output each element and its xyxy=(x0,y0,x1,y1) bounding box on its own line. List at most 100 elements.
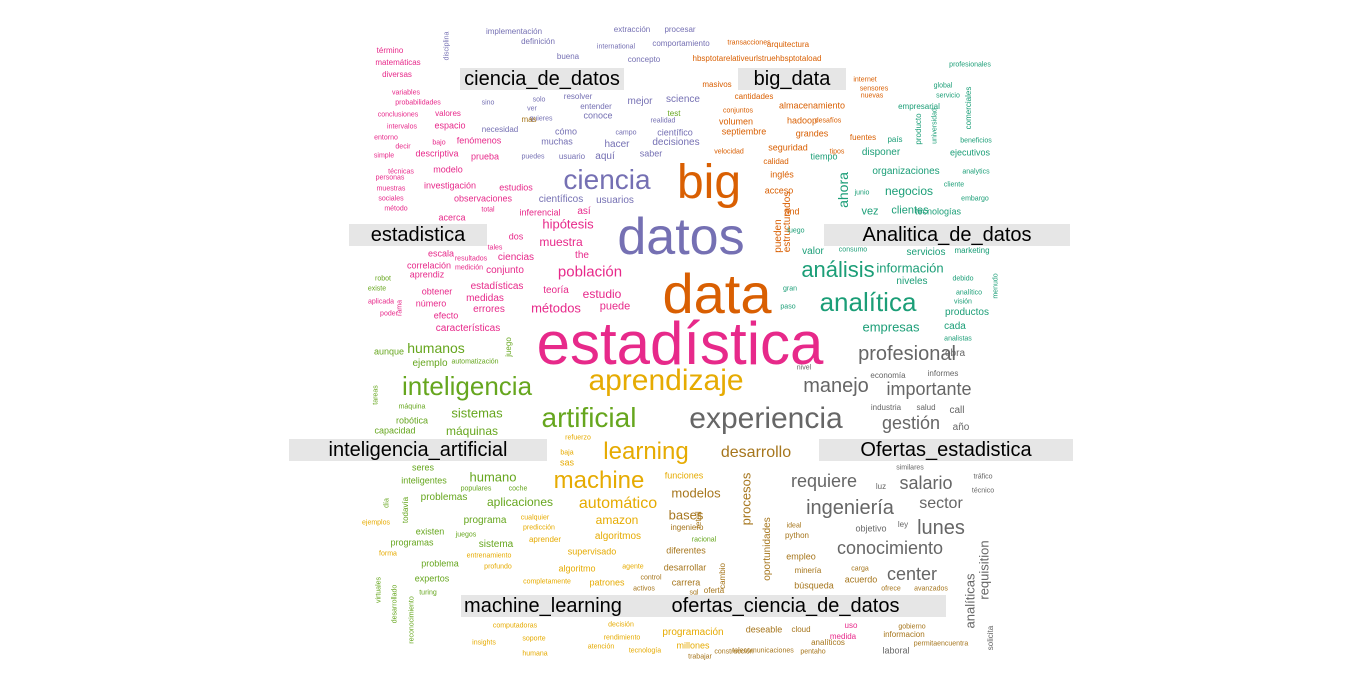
cloud-word: servicios xyxy=(906,247,946,258)
cloud-word: funciones xyxy=(664,470,704,481)
cloud-word: aplicaciones xyxy=(486,495,554,509)
cloud-word: virtuales xyxy=(375,576,383,604)
cloud-word: artificial xyxy=(541,402,637,433)
cloud-word: resultados xyxy=(454,255,488,263)
cloud-word: analytics xyxy=(962,168,990,176)
cloud-word: acceso xyxy=(764,185,794,196)
cloud-word: así xyxy=(577,206,591,217)
cloud-word: quieres xyxy=(529,115,553,123)
cloud-word: pueden xyxy=(773,219,784,253)
cloud-word: programación xyxy=(662,627,724,638)
cloud-word: objetivo xyxy=(855,523,887,534)
cloud-word: gran xyxy=(782,285,798,293)
cloud-word: uso xyxy=(844,621,858,630)
cloud-word: control xyxy=(640,574,662,582)
cloud-word: inteligencia xyxy=(401,371,533,401)
cloud-word: aprendizaje xyxy=(588,364,744,397)
cloud-word: extracción xyxy=(613,25,651,34)
cloud-word: hbsptotarelativeurlstruehbsptotaload xyxy=(692,54,822,63)
cloud-word: gobierno xyxy=(898,623,926,631)
cloud-word: reconocimiento xyxy=(408,596,416,644)
cloud-word: valores xyxy=(435,109,461,118)
cloud-word: organizaciones xyxy=(872,166,940,177)
cloud-word: negocios xyxy=(884,184,934,198)
cloud-word: ingeniero xyxy=(670,523,704,532)
cloud-word: muchas xyxy=(541,136,573,147)
cloud-word: global xyxy=(933,82,953,90)
cloud-word: programas xyxy=(390,537,434,548)
cloud-word: inteligentes xyxy=(401,475,447,486)
cluster-label: Ofertas_estadistica xyxy=(819,439,1073,461)
cloud-word: salud xyxy=(916,403,936,412)
cloud-word: usuario xyxy=(558,152,586,161)
cloud-word: probabilidades xyxy=(395,99,441,107)
cloud-word: comerciales xyxy=(964,86,973,130)
cloud-word: velocidad xyxy=(714,148,744,156)
cloud-word: calidad xyxy=(763,157,789,166)
cloud-word: sector xyxy=(919,495,963,512)
cloud-word: decisiones xyxy=(652,137,700,148)
cloud-word: solicita xyxy=(986,625,995,651)
cloud-word: millones xyxy=(676,640,710,651)
cloud-word: saber xyxy=(639,148,663,159)
cloud-word: and xyxy=(784,206,800,217)
cloud-word: hacer xyxy=(604,139,630,150)
cloud-word: profesionales xyxy=(949,61,991,69)
cloud-word: técnicas xyxy=(388,168,414,176)
cloud-word: center xyxy=(886,564,938,584)
cloud-word: analítica xyxy=(819,287,917,317)
cloud-word: ciencia xyxy=(563,164,651,195)
cloud-word: informes xyxy=(927,369,959,378)
cloud-word: volumen xyxy=(718,116,754,127)
cloud-word: hipótesis xyxy=(542,216,594,232)
cloud-word: profesional xyxy=(858,343,956,365)
cloud-word: international xyxy=(596,43,636,51)
cloud-word: completamente xyxy=(523,578,571,586)
cloud-word: humano xyxy=(469,469,517,485)
cloud-word: carga xyxy=(851,565,869,573)
cloud-word: conjunto xyxy=(486,265,524,276)
cloud-word: ejemplos xyxy=(361,519,391,527)
cloud-word: poder xyxy=(380,310,398,318)
cloud-word: acerca xyxy=(438,212,466,223)
cloud-word: efecto xyxy=(433,310,459,321)
cloud-word: debido xyxy=(952,275,974,283)
cloud-word: cualquier xyxy=(520,514,550,522)
cloud-word: ingeniería xyxy=(806,497,894,519)
cloud-word: aquí xyxy=(595,151,615,162)
cluster-label: big_data xyxy=(738,68,846,90)
cloud-word: aprender xyxy=(528,535,562,544)
cloud-word: puede xyxy=(599,300,631,313)
cloud-word: tareas xyxy=(372,385,380,405)
cloud-word: procesos xyxy=(738,472,754,526)
cloud-word: atención xyxy=(587,643,615,651)
cloud-word: mas xyxy=(521,115,537,124)
cloud-word: valor xyxy=(802,246,824,257)
cloud-word: usuarios xyxy=(596,195,634,206)
cloud-word: diversas xyxy=(382,70,412,79)
cloud-word: decisión xyxy=(608,621,634,629)
cloud-word: big xyxy=(676,156,742,209)
cloud-word: cloud xyxy=(791,625,811,634)
cloud-word: estadística xyxy=(536,310,824,377)
cloud-word: acuerdo xyxy=(844,574,878,585)
cloud-word: entorno xyxy=(374,134,398,142)
cloud-word: variables xyxy=(391,89,421,97)
cloud-word: seres xyxy=(411,462,435,473)
cloud-word: nuevas xyxy=(860,92,884,100)
cloud-word: descriptiva xyxy=(415,148,459,159)
cloud-word: todavía xyxy=(401,496,410,524)
cloud-word: laboral xyxy=(882,645,910,656)
cloud-word: menudo xyxy=(992,273,1000,299)
cloud-word: expertos xyxy=(414,573,450,584)
cloud-word: robótica xyxy=(395,415,429,426)
cloud-word: estadísticas xyxy=(470,281,524,292)
cloud-word: populares xyxy=(460,485,492,493)
cloud-word: definición xyxy=(521,37,555,46)
cloud-word: baja xyxy=(560,449,574,457)
cloud-word: errores xyxy=(473,304,505,315)
cloud-word: disponer xyxy=(861,147,901,158)
cloud-word: internet xyxy=(853,76,877,84)
cloud-word: humanos xyxy=(407,340,465,356)
cloud-word: test xyxy=(667,109,681,118)
